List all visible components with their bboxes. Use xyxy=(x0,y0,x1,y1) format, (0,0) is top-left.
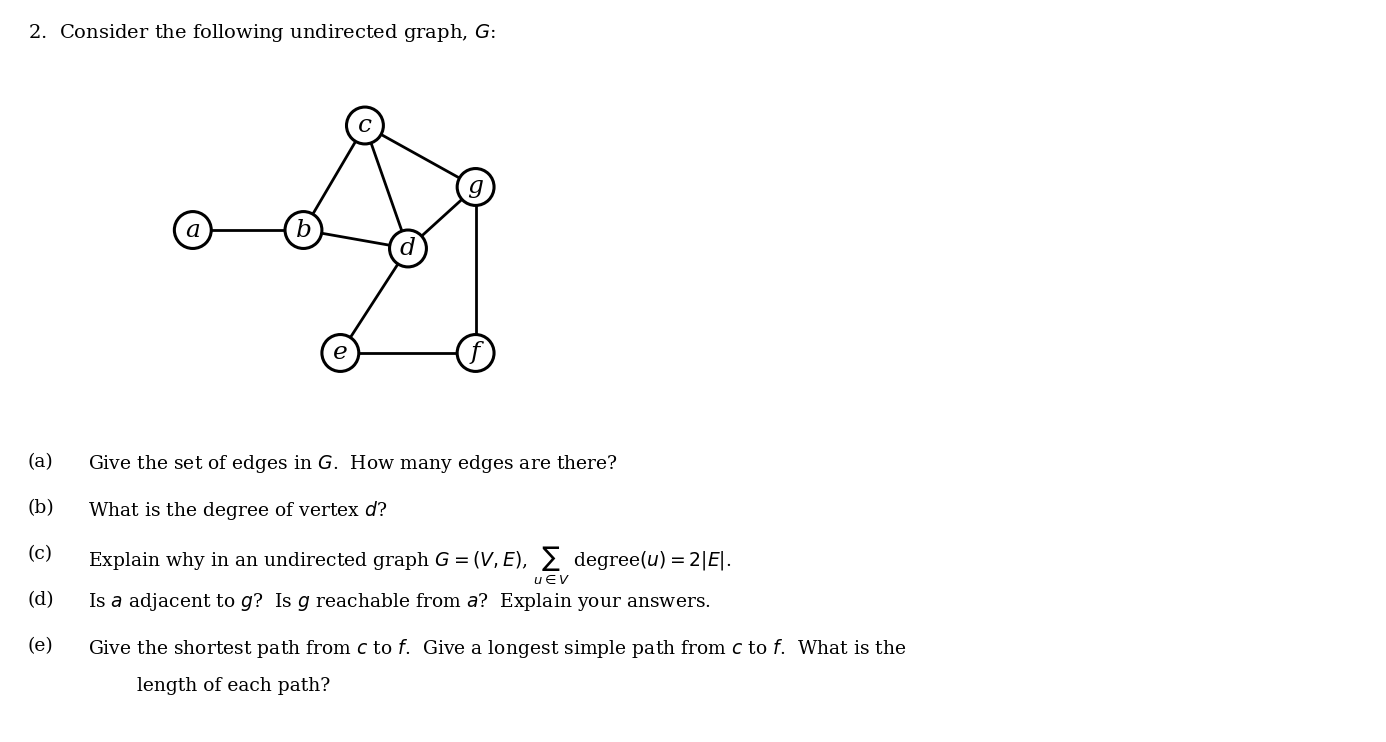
Text: Give the shortest path from $c$ to $f$.  Give a longest simple path from $c$ to : Give the shortest path from $c$ to $f$. … xyxy=(87,637,906,660)
Text: g: g xyxy=(467,176,484,198)
Circle shape xyxy=(322,335,359,372)
Text: b: b xyxy=(295,219,312,241)
Text: (c): (c) xyxy=(28,545,53,562)
Circle shape xyxy=(346,107,384,144)
Text: length of each path?: length of each path? xyxy=(101,677,330,695)
Text: Is $a$ adjacent to $g$?  Is $g$ reachable from $a$?  Explain your answers.: Is $a$ adjacent to $g$? Is $g$ reachable… xyxy=(87,591,711,613)
Text: 2.  Consider the following undirected graph, $G$:: 2. Consider the following undirected gra… xyxy=(28,22,495,45)
Text: (e): (e) xyxy=(28,637,54,654)
Circle shape xyxy=(457,335,493,372)
Text: e: e xyxy=(333,341,348,364)
Text: Explain why in an undirected graph $G = (V, E)$, $\sum_{u\in V}$ degree$(u) = 2|: Explain why in an undirected graph $G = … xyxy=(87,545,730,586)
Text: (b): (b) xyxy=(28,499,54,516)
Text: a: a xyxy=(186,219,200,241)
Circle shape xyxy=(286,211,322,249)
Text: (d): (d) xyxy=(28,591,54,608)
Text: What is the degree of vertex $d$?: What is the degree of vertex $d$? xyxy=(87,499,387,522)
Text: d: d xyxy=(401,237,416,260)
Text: (a): (a) xyxy=(28,453,54,470)
Text: Give the set of edges in $G$.  How many edges are there?: Give the set of edges in $G$. How many e… xyxy=(87,453,618,475)
Text: c: c xyxy=(358,114,371,137)
Circle shape xyxy=(389,230,427,267)
Text: f: f xyxy=(471,341,480,364)
Circle shape xyxy=(457,168,493,206)
Circle shape xyxy=(175,211,211,249)
